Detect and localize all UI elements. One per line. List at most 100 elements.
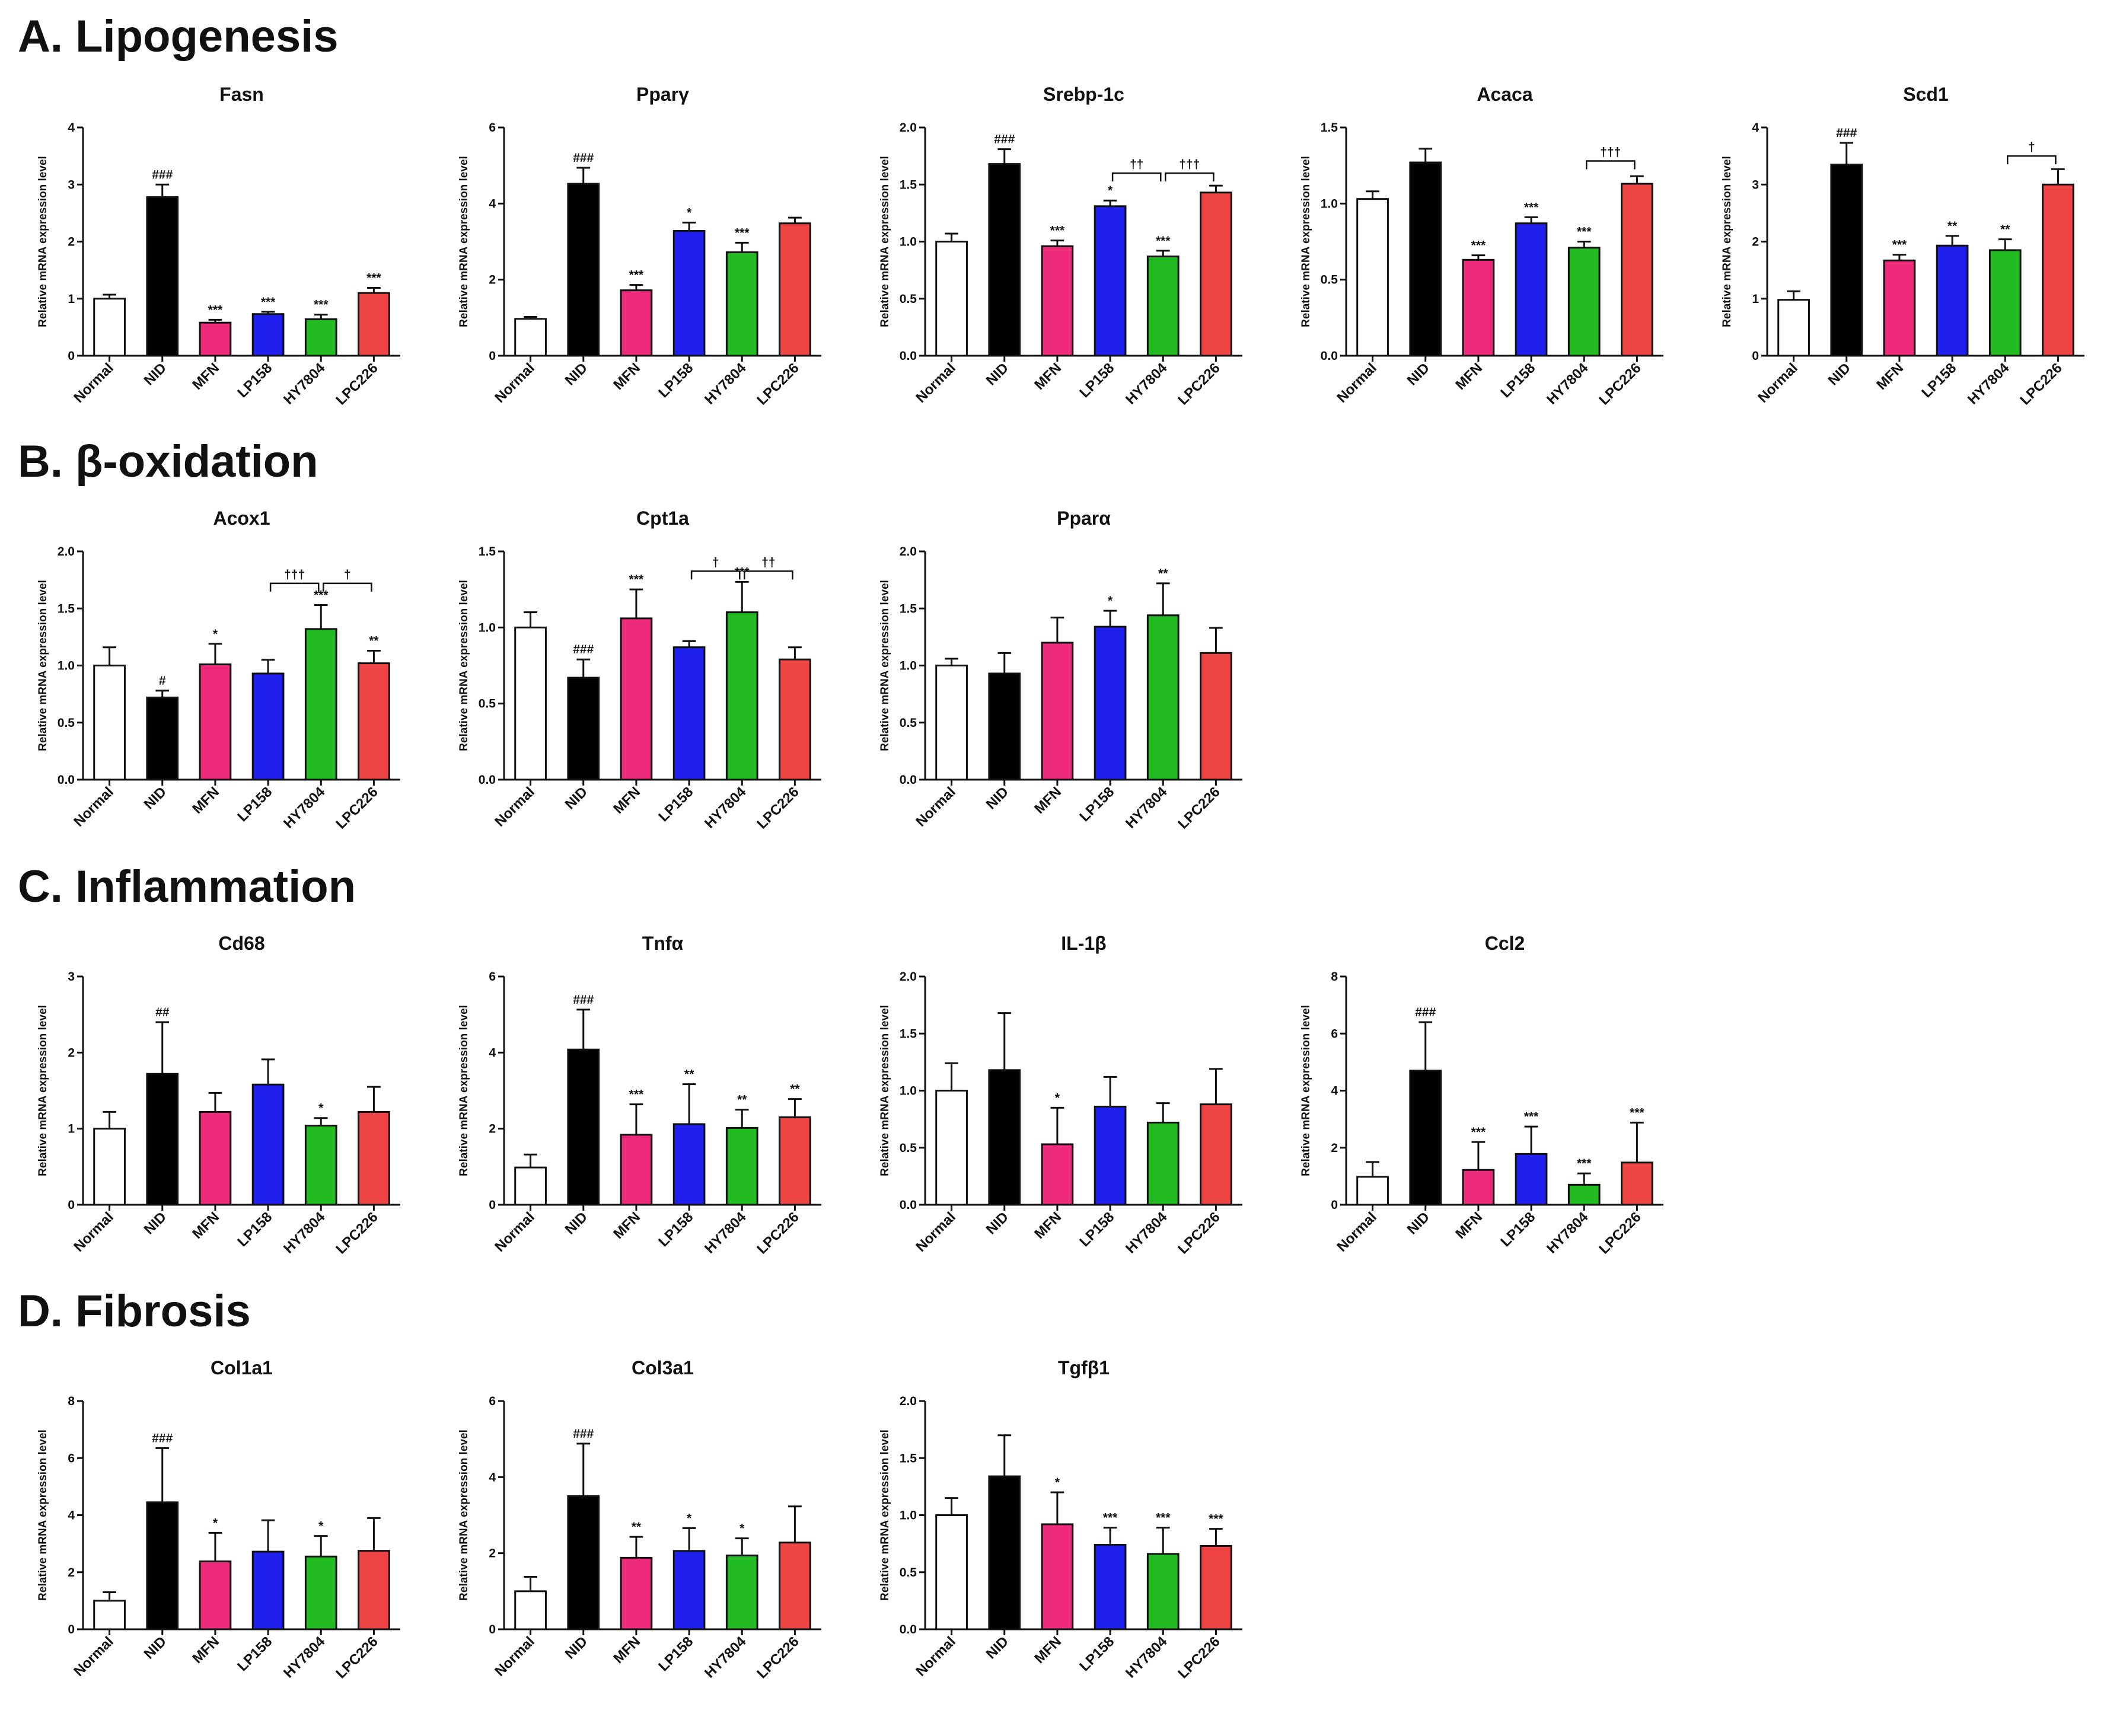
significance-label: ### <box>1415 1006 1436 1019</box>
chart-title: Pparα <box>1057 508 1111 529</box>
x-tick-label: HY7804 <box>702 1633 750 1681</box>
bar-group-lp158 <box>672 1527 706 1630</box>
y-tick-label: 1.5 <box>900 1027 917 1041</box>
y-tick-label: 6 <box>68 1451 75 1465</box>
x-tick-label: Normal <box>71 1209 117 1255</box>
x-tick-label: MFN <box>1873 360 1907 393</box>
bar-nid <box>1409 1070 1442 1206</box>
bar-normal <box>935 1090 968 1206</box>
significance-label: * <box>1108 594 1113 608</box>
bar-group-lpc226 <box>779 646 811 781</box>
bar-mfn <box>199 321 232 357</box>
y-tick-label: 0.5 <box>900 292 917 306</box>
bar-nid <box>567 1048 600 1206</box>
chart-ppar-alpha: Pparα Relative mRNA expression level 0.0 0.… <box>842 495 1257 886</box>
significance-label: *** <box>1892 238 1907 252</box>
y-tick-label: 3 <box>1752 178 1759 192</box>
y-tick-label: 1.0 <box>900 1509 917 1523</box>
x-tick-label: HY7804 <box>702 1209 750 1257</box>
y-tick-label: 0 <box>489 349 496 363</box>
y-tick-label: 4 <box>68 121 75 135</box>
y-tick-label: 6 <box>489 1394 496 1408</box>
bar-mfn <box>1041 245 1074 357</box>
bar-nid <box>146 1501 179 1630</box>
significance-label: *** <box>1209 1512 1223 1526</box>
x-tick-label: MFN <box>610 360 643 393</box>
x-tick-label: HY7804 <box>280 784 329 832</box>
x-tick-label: NID <box>1404 360 1433 388</box>
bar-nid <box>1409 161 1442 357</box>
bar-group-mfn <box>1041 240 1074 357</box>
significance-label: ** <box>737 1093 747 1107</box>
bar-hy7804 <box>304 318 337 357</box>
significance-label: * <box>687 206 692 219</box>
bar-hy7804 <box>725 1127 758 1206</box>
y-tick-label: 0.5 <box>1321 273 1338 287</box>
bar-lp158 <box>251 1083 285 1206</box>
bar-group-nid <box>1409 1021 1442 1206</box>
significance-label: *** <box>629 573 644 586</box>
x-tick-label: LPC226 <box>1175 1209 1223 1257</box>
bar-lp158 <box>1094 1544 1127 1630</box>
y-tick-label: 8 <box>1331 970 1338 984</box>
chart-acaca: Acaca Relative mRNA expression level 0.0 0.… <box>1263 71 1678 462</box>
bar-lpc226 <box>1200 1544 1232 1630</box>
chart-title: Scd1 <box>1903 84 1948 105</box>
bar-group-lpc226 <box>358 1517 390 1630</box>
bar-normal <box>93 1128 126 1206</box>
x-tick-label: LP158 <box>1497 1209 1538 1250</box>
significance-label: *** <box>735 226 750 240</box>
x-tick-label: LP158 <box>655 360 696 401</box>
bar-group-lpc226 <box>779 216 811 357</box>
comparison-bracket <box>323 582 372 592</box>
bar-group-normal <box>514 611 547 781</box>
bar-mfn <box>620 289 653 357</box>
bar-mfn <box>199 1560 232 1630</box>
x-tick-label: NID <box>562 1209 591 1237</box>
bar-group-normal <box>93 1591 126 1630</box>
y-tick-label: 1.5 <box>1321 121 1338 135</box>
bar-group-hy7804 <box>1567 1172 1601 1206</box>
y-tick-label: 0 <box>68 1623 75 1636</box>
significance-label: * <box>318 1520 324 1533</box>
y-axis-label: Relative mRNA expression level <box>1721 156 1733 327</box>
x-tick-label: LP158 <box>234 1209 275 1250</box>
bar-group-normal <box>935 232 968 357</box>
bar-normal <box>935 665 968 781</box>
bar-group-lp158 <box>251 311 285 357</box>
bar-group-nid <box>567 658 600 781</box>
bar-group-mfn <box>1041 1106 1074 1206</box>
x-tick-label: LP158 <box>1918 360 1959 401</box>
y-tick-label: 0.5 <box>58 716 75 730</box>
bar-group-normal <box>514 316 547 357</box>
chart-col3a1: Col3a1 Relative mRNA expression level 0 2 4 6… <box>421 1345 836 1736</box>
y-tick-label: 1.0 <box>1321 197 1338 210</box>
y-tick-label: 0.0 <box>900 1198 917 1212</box>
significance-label: ** <box>2000 223 2010 237</box>
y-tick-label: 1 <box>68 1122 75 1136</box>
bar-nid <box>146 196 179 357</box>
bar-lpc226 <box>1200 1103 1232 1206</box>
significance-label: * <box>213 627 218 641</box>
x-tick-label: Normal <box>492 360 538 406</box>
bracket-label: ††† <box>1179 158 1200 171</box>
x-tick-label: MFN <box>610 1633 643 1667</box>
x-tick-label: Normal <box>1334 1209 1380 1255</box>
bracket-label: † <box>344 568 351 582</box>
x-tick-label: Normal <box>913 360 959 406</box>
significance-label: * <box>1055 1091 1060 1105</box>
bar-group-lp158 <box>1094 1527 1127 1630</box>
bar-normal <box>935 241 968 357</box>
y-tick-label: 2 <box>489 273 496 287</box>
significance-label: *** <box>1471 239 1486 253</box>
x-tick-label: LPC226 <box>754 1633 802 1681</box>
chart-cd68: Cd68 Relative mRNA expression level 0 1 2 3 No… <box>0 920 415 1311</box>
bar-group-normal <box>1356 190 1389 357</box>
y-tick-label: 2.0 <box>900 970 917 984</box>
comparison-bracket <box>1111 172 1162 181</box>
bar-hy7804 <box>1567 1183 1601 1206</box>
y-tick-label: 1.5 <box>900 1451 917 1465</box>
bar-nid <box>988 1475 1021 1630</box>
bar-nid <box>988 672 1021 781</box>
bar-normal <box>1777 299 1810 357</box>
